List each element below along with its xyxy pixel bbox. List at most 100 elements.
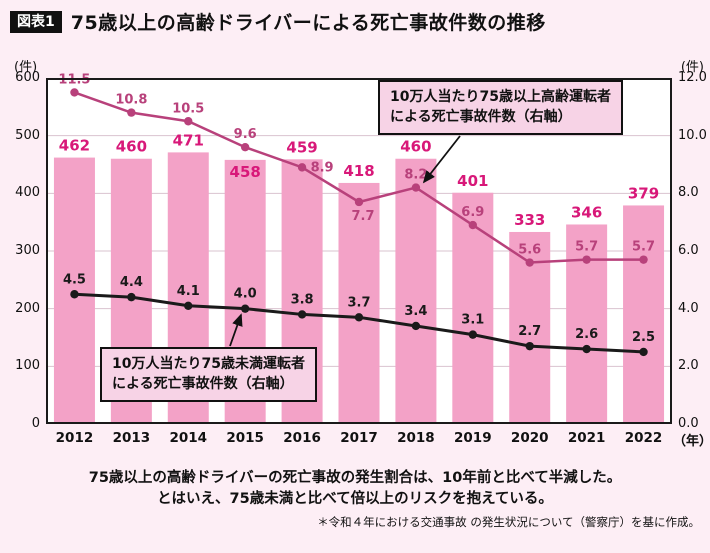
annotation-under-75-line1: 10万人当たり75歳未満運転者 xyxy=(112,356,305,372)
annotation-75-plus-line2: による死亡事故件数（右軸） xyxy=(390,109,572,126)
point-label-series-1: 4.5 xyxy=(63,272,86,287)
bar-2022 xyxy=(623,205,665,424)
right-tick-12.0: 12.0 xyxy=(678,70,707,85)
marker-series-1 xyxy=(184,301,193,310)
annotation-arrow-75-plus xyxy=(422,135,461,184)
bar-2018 xyxy=(395,158,437,424)
marker-series-0 xyxy=(184,117,193,126)
bar-label-2019: 401 xyxy=(457,172,488,190)
bar-label-2015: 458 xyxy=(230,163,261,181)
marker-series-0 xyxy=(70,88,79,97)
x-label-2022: 2022 xyxy=(624,430,663,446)
marker-series-1 xyxy=(70,290,79,299)
point-label-series-1: 2.7 xyxy=(518,324,541,339)
bar-label-2016: 459 xyxy=(286,138,317,156)
right-axis-unit-label: (件) xyxy=(680,60,704,75)
bar-2017 xyxy=(338,182,380,424)
summary-line-1: 75歳以上の高齢ドライバーの死亡事故の発生割合は、10年前と比べて半減した。 xyxy=(88,470,622,486)
annotation-under-75: 10万人当たり75歳未満運転者 による死亡事故件数（右軸） xyxy=(100,347,317,402)
right-tick-2.0: 2.0 xyxy=(678,358,699,374)
point-label-series-0: 8.9 xyxy=(311,160,334,175)
page-title: 75歳以上の高齢ドライバーによる死亡事故件数の推移 xyxy=(70,12,546,34)
point-label-series-1: 2.6 xyxy=(575,327,598,342)
left-tick-300: 300 xyxy=(15,243,40,258)
point-label-series-0: 5.6 xyxy=(518,243,541,258)
marker-series-0 xyxy=(525,258,534,267)
point-label-series-1: 4.0 xyxy=(234,287,257,302)
left-tick-500: 500 xyxy=(15,127,40,143)
marker-series-1 xyxy=(525,341,534,351)
marker-series-1 xyxy=(297,310,307,319)
point-label-series-1: 3.8 xyxy=(291,292,314,307)
marker-series-0 xyxy=(240,143,250,152)
point-label-series-0: 10.5 xyxy=(172,101,204,116)
x-label-2012: 2012 xyxy=(55,430,94,446)
bar-label-2017: 418 xyxy=(343,162,374,180)
bar-label-2013: 460 xyxy=(116,138,147,156)
annotation-75-plus: 10万人当たり75歳以上高齢運転者 による死亡事故件数（右軸） xyxy=(378,80,623,135)
x-label-2016: 2016 xyxy=(283,430,321,446)
point-label-series-0: 9.6 xyxy=(234,127,257,142)
point-label-series-1: 4.1 xyxy=(177,284,200,299)
x-label-2015: 2015 xyxy=(226,430,264,446)
left-axis-unit-label: (件) xyxy=(14,60,38,75)
marker-series-0 xyxy=(127,108,136,117)
figure-header: 図表1 75歳以上の高齢ドライバーによる死亡事故件数の推移 xyxy=(10,8,546,35)
x-label-2013: 2013 xyxy=(112,430,151,446)
x-label-2018: 2018 xyxy=(397,430,435,446)
bar-label-2014: 471 xyxy=(173,131,204,149)
point-label-series-1: 3.4 xyxy=(404,304,427,319)
left-tick-600: 600 xyxy=(15,70,40,85)
annotation-arrow-under-75 xyxy=(229,313,243,347)
point-label-series-0: 7.7 xyxy=(351,209,374,224)
left-tick-200: 200 xyxy=(15,300,40,316)
x-label-2017: 2017 xyxy=(340,430,378,446)
bar-label-2012: 462 xyxy=(59,137,90,155)
marker-series-1 xyxy=(240,304,250,313)
marker-series-0 xyxy=(468,220,478,230)
point-label-series-1: 2.5 xyxy=(632,330,655,345)
marker-series-1 xyxy=(411,321,421,331)
x-label-2021: 2021 xyxy=(567,430,606,446)
left-tick-400: 400 xyxy=(15,185,40,201)
point-label-series-1: 3.1 xyxy=(461,313,484,328)
point-label-series-0: 6.9 xyxy=(461,205,484,220)
marker-series-0 xyxy=(639,255,648,264)
x-label-2020: 2020 xyxy=(510,430,549,446)
figure-badge: 図表1 xyxy=(10,10,62,33)
marker-series-1 xyxy=(127,292,136,302)
x-axis-unit-label: （年） xyxy=(673,434,710,449)
summary-text: 75歳以上の高齢ドライバーの死亡事故の発生割合は、10年前と比べて半減した。 と… xyxy=(0,468,710,510)
summary-line-2: とはいえ、75歳未満と比べて倍以上のリスクを抱えている。 xyxy=(157,491,553,508)
bar-label-2022: 379 xyxy=(628,184,659,202)
left-tick-100: 100 xyxy=(15,358,40,374)
point-label-series-0: 5.7 xyxy=(575,240,598,255)
point-label-series-0: 8.2 xyxy=(404,168,427,183)
point-label-series-0: 5.7 xyxy=(632,240,655,255)
marker-series-0 xyxy=(354,197,364,207)
marker-series-1 xyxy=(639,347,648,357)
bar-label-2020: 333 xyxy=(514,211,545,229)
x-label-2014: 2014 xyxy=(169,430,208,446)
marker-series-1 xyxy=(354,313,364,322)
source-note: ＊令和４年における交通事故 の発生状況について（警察庁）を基に作成。 xyxy=(317,515,700,529)
x-label-2019: 2019 xyxy=(454,430,492,446)
point-label-series-0: 10.8 xyxy=(115,93,147,108)
bar-label-2018: 460 xyxy=(400,138,431,156)
point-label-series-1: 4.4 xyxy=(120,275,143,290)
bar-2019 xyxy=(452,192,494,424)
bar-label-2021: 346 xyxy=(571,203,602,221)
right-tick-4.0: 4.0 xyxy=(678,300,699,316)
right-tick-0.0: 0.0 xyxy=(678,416,699,431)
right-tick-8.0: 8.0 xyxy=(678,185,699,201)
marker-series-1 xyxy=(468,330,478,339)
plot-border xyxy=(46,78,672,424)
left-tick-0: 0 xyxy=(31,416,40,431)
right-tick-10.0: 10.0 xyxy=(678,127,707,143)
point-label-series-1: 3.7 xyxy=(347,295,370,310)
annotation-under-75-line2: による死亡事故件数（右軸） xyxy=(112,376,294,393)
marker-series-1 xyxy=(582,344,591,354)
marker-series-0 xyxy=(297,163,307,172)
marker-series-0 xyxy=(582,255,591,264)
